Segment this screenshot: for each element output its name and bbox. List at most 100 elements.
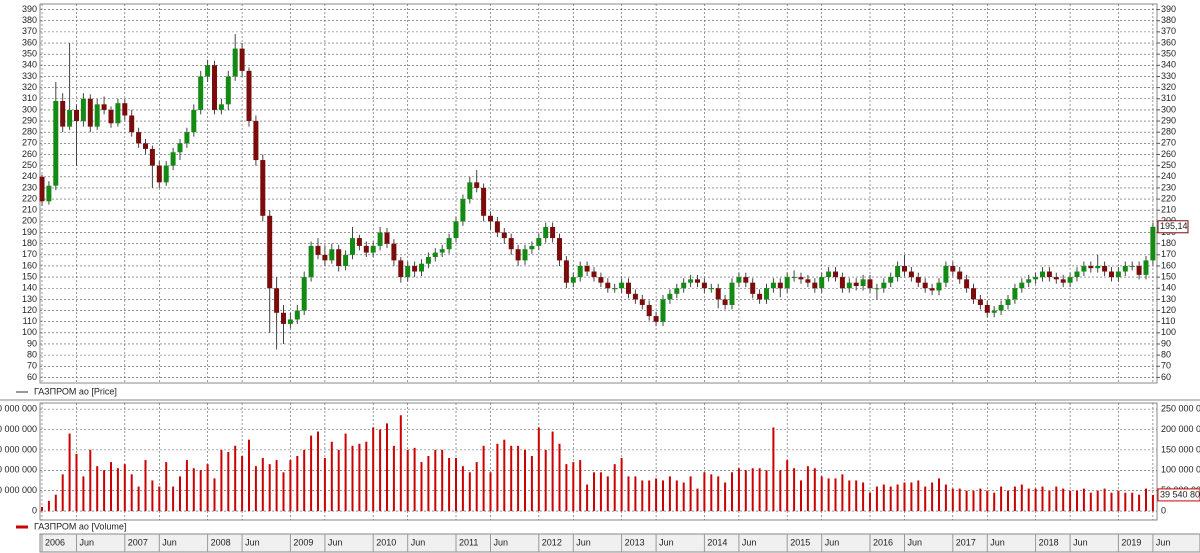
x-tick-label: 2006 xyxy=(45,537,65,547)
y-tick-label: 140 xyxy=(22,283,37,293)
candle-body xyxy=(881,282,887,289)
y-tick-label: 80 xyxy=(1161,350,1171,360)
y-tick-label: 280 xyxy=(1161,127,1176,137)
candle-body xyxy=(591,271,597,278)
volume-bar xyxy=(358,443,361,512)
y-tick-label: 280 xyxy=(22,127,37,137)
volume-bar xyxy=(482,445,485,512)
candle-body xyxy=(460,199,466,222)
volume-bar xyxy=(903,482,906,512)
volume-bar xyxy=(682,482,685,512)
candle-body xyxy=(936,282,942,291)
volume-bar xyxy=(75,453,78,512)
y-tick-label: 390 xyxy=(22,4,37,14)
candle-body xyxy=(80,98,86,122)
candle-body xyxy=(218,104,224,110)
volume-bar xyxy=(1124,492,1127,512)
volume-bar xyxy=(510,445,513,512)
y-tick-label: 220 xyxy=(22,193,37,203)
volume-bar xyxy=(537,427,540,512)
candle-body xyxy=(343,254,349,266)
candle-body xyxy=(419,263,424,272)
candle-body xyxy=(412,265,418,272)
candle-body xyxy=(432,252,438,258)
candle-body xyxy=(812,282,818,289)
candle-body xyxy=(853,282,859,287)
candle-body xyxy=(515,249,521,261)
volume-bar xyxy=(530,455,533,512)
last-volume-label: 39 540 805 xyxy=(1160,489,1200,499)
volume-bar xyxy=(192,468,195,512)
volume-bar xyxy=(1069,490,1072,512)
volume-bar xyxy=(179,476,181,512)
candle-body xyxy=(1143,260,1149,275)
candle-body xyxy=(239,48,245,71)
y-tick-label: 70 xyxy=(1161,361,1171,371)
volume-bar xyxy=(448,458,451,512)
candle-body xyxy=(908,271,914,278)
y-tick-label: 0 xyxy=(32,505,37,515)
y-tick-label: 320 xyxy=(1161,82,1176,92)
volume-bar xyxy=(765,470,768,512)
volume-bar xyxy=(82,476,85,512)
candle-body xyxy=(1129,265,1135,267)
candle-body xyxy=(1088,265,1094,269)
volume-bar xyxy=(827,478,830,512)
volume-bar xyxy=(924,486,927,512)
x-tick-label: 2017 xyxy=(956,537,976,547)
candle-body xyxy=(163,165,169,183)
volume-bar xyxy=(1145,488,1147,512)
candle-body xyxy=(1067,277,1073,283)
volume-bar xyxy=(703,472,706,512)
candle-body xyxy=(805,279,811,283)
volume-bar xyxy=(1020,484,1023,512)
volume-bar xyxy=(441,449,444,512)
candle-body xyxy=(667,293,673,300)
volume-bar xyxy=(1117,490,1120,512)
y-tick-label: 190 xyxy=(22,227,37,237)
y-tick-label: 130 xyxy=(22,294,37,304)
y-tick-label: 230 xyxy=(22,182,37,192)
candle-body xyxy=(971,288,976,300)
candle-body xyxy=(791,277,797,279)
candle-body xyxy=(688,279,694,283)
x-tick-label: Jun xyxy=(908,537,923,547)
y-tick-label: 240 xyxy=(1161,171,1176,181)
price-legend: ГАЗПРОМ ао [Price] xyxy=(34,386,117,396)
volume-bar xyxy=(896,484,899,512)
volume-bar xyxy=(758,468,761,512)
volume-bar xyxy=(165,462,168,512)
volume-bar xyxy=(862,482,865,512)
volume-bar xyxy=(889,486,892,512)
candle-body xyxy=(977,299,983,305)
y-tick-label: 100 xyxy=(22,327,37,337)
x-tick-label: 2016 xyxy=(873,537,893,547)
candle-body xyxy=(839,277,845,289)
volume-bar xyxy=(54,494,57,512)
volume-bar xyxy=(351,445,354,512)
candle-body xyxy=(557,238,562,261)
volume-bar xyxy=(655,478,658,512)
volume-bar xyxy=(296,455,299,512)
volume-bar xyxy=(268,464,271,512)
volume-bar xyxy=(620,458,623,512)
volume-bar xyxy=(737,468,740,512)
candle-body xyxy=(274,288,280,313)
candle-body xyxy=(212,65,217,110)
candle-body xyxy=(267,215,273,289)
y-tick-label: 210 xyxy=(1161,205,1176,215)
candle-body xyxy=(225,76,231,105)
volume-bar xyxy=(724,482,727,512)
candle-body xyxy=(708,288,714,290)
candle-body xyxy=(439,249,445,253)
volume-bar xyxy=(103,470,106,512)
y-tick-label: 200 xyxy=(22,216,37,226)
volume-bar xyxy=(123,464,126,512)
candle-body xyxy=(902,265,907,272)
candle-body xyxy=(405,265,411,278)
volume-bar xyxy=(565,464,568,512)
candle-body xyxy=(764,288,769,300)
candle-body xyxy=(784,277,790,289)
candle-body xyxy=(826,271,832,278)
volume-bar xyxy=(337,449,340,512)
